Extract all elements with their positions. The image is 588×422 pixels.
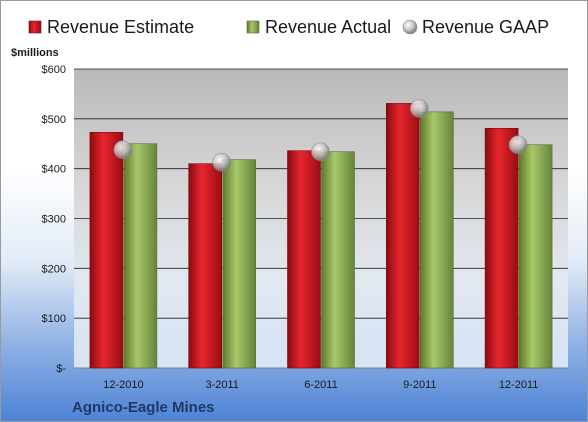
bars bbox=[89, 103, 553, 369]
x-tick-label-9-2011: 9-2011 bbox=[403, 379, 436, 391]
marker-revenue-gaap-9-2011 bbox=[409, 99, 429, 118]
legend-label-revenue-gaap: Revenue GAAP bbox=[422, 17, 549, 37]
legend: Revenue Estimate Revenue Actual Revenue GA… bbox=[28, 17, 549, 37]
legend-swatch-revenue-gaap bbox=[402, 19, 418, 35]
bar-revenue-actual-9-2011 bbox=[419, 111, 454, 369]
y-axis-ticks: $- $100 $200 $300 $400 $500 $600 bbox=[42, 64, 67, 375]
bar-revenue-estimate-6-2011 bbox=[287, 150, 321, 369]
marker-revenue-gaap-12-2010 bbox=[113, 140, 133, 160]
y-axis-unit-label: $millions bbox=[11, 47, 59, 59]
y-tick-label-600: $600 bbox=[42, 64, 66, 76]
legend-label-revenue-actual: Revenue Actual bbox=[265, 17, 391, 37]
x-axis-ticks: 12-2010 3-2011 6-2011 9-2011 12-2011 bbox=[103, 379, 538, 391]
y-tick-label-400: $400 bbox=[42, 164, 66, 176]
marker-revenue-gaap-6-2011 bbox=[311, 142, 330, 162]
x-tick-label-12-2011: 12-2011 bbox=[499, 379, 539, 391]
gaap-markers bbox=[113, 99, 528, 172]
bar-revenue-actual-12-2010 bbox=[123, 143, 158, 369]
bar-revenue-estimate-12-2010 bbox=[89, 131, 124, 369]
y-tick-label-200: $200 bbox=[42, 263, 66, 275]
bar-revenue-estimate-12-2011 bbox=[484, 128, 519, 369]
bar-revenue-actual-6-2011 bbox=[321, 151, 355, 369]
legend-swatch-revenue-estimate bbox=[28, 20, 42, 34]
bar-revenue-actual-3-2011 bbox=[222, 159, 256, 369]
legend-swatch-revenue-actual bbox=[246, 20, 260, 34]
x-tick-label-6-2011: 6-2011 bbox=[304, 379, 337, 391]
x-tick-label-3-2011: 3-2011 bbox=[205, 379, 238, 391]
bar-revenue-actual-12-2011 bbox=[518, 144, 553, 369]
y-tick-label-300: $300 bbox=[42, 214, 66, 226]
y-tick-label-500: $500 bbox=[42, 114, 66, 126]
x-tick-label-12-2010: 12-2010 bbox=[103, 379, 143, 391]
company-name: Agnico-Eagle Mines bbox=[72, 399, 215, 416]
marker-revenue-gaap-3-2011 bbox=[212, 152, 231, 172]
marker-revenue-gaap-12-2011 bbox=[508, 135, 528, 155]
bar-revenue-estimate-9-2011 bbox=[385, 103, 420, 369]
y-tick-label-0: $- bbox=[56, 363, 66, 375]
legend-label-revenue-estimate: Revenue Estimate bbox=[47, 17, 194, 37]
bar-revenue-estimate-3-2011 bbox=[188, 163, 222, 369]
y-tick-label-100: $100 bbox=[42, 313, 66, 325]
